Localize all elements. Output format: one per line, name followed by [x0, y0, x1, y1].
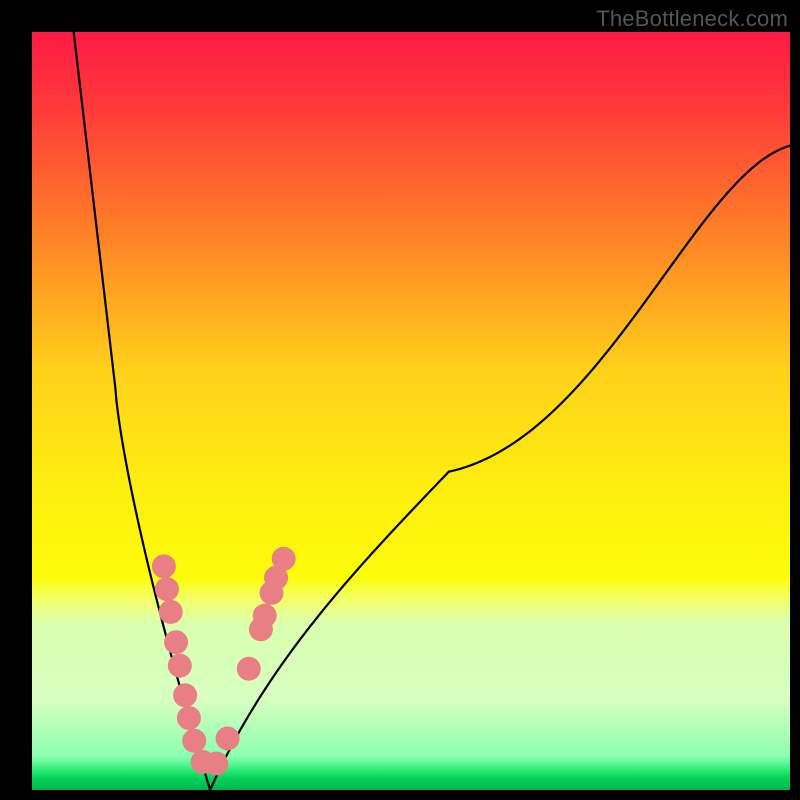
plot-background	[32, 32, 790, 790]
chart-container: TheBottleneck.com	[0, 0, 800, 800]
marker-point	[155, 577, 179, 601]
marker-point	[164, 630, 188, 654]
marker-point	[272, 547, 296, 571]
marker-point	[253, 604, 277, 628]
marker-point	[159, 600, 183, 624]
marker-point	[152, 554, 176, 578]
marker-point	[237, 657, 261, 681]
marker-point	[168, 654, 192, 678]
marker-point	[177, 706, 201, 730]
watermark-text: TheBottleneck.com	[596, 6, 788, 32]
marker-point	[204, 751, 228, 775]
bottleneck-chart	[0, 0, 800, 800]
marker-point	[182, 729, 206, 753]
marker-point	[173, 683, 197, 707]
marker-point	[216, 726, 240, 750]
